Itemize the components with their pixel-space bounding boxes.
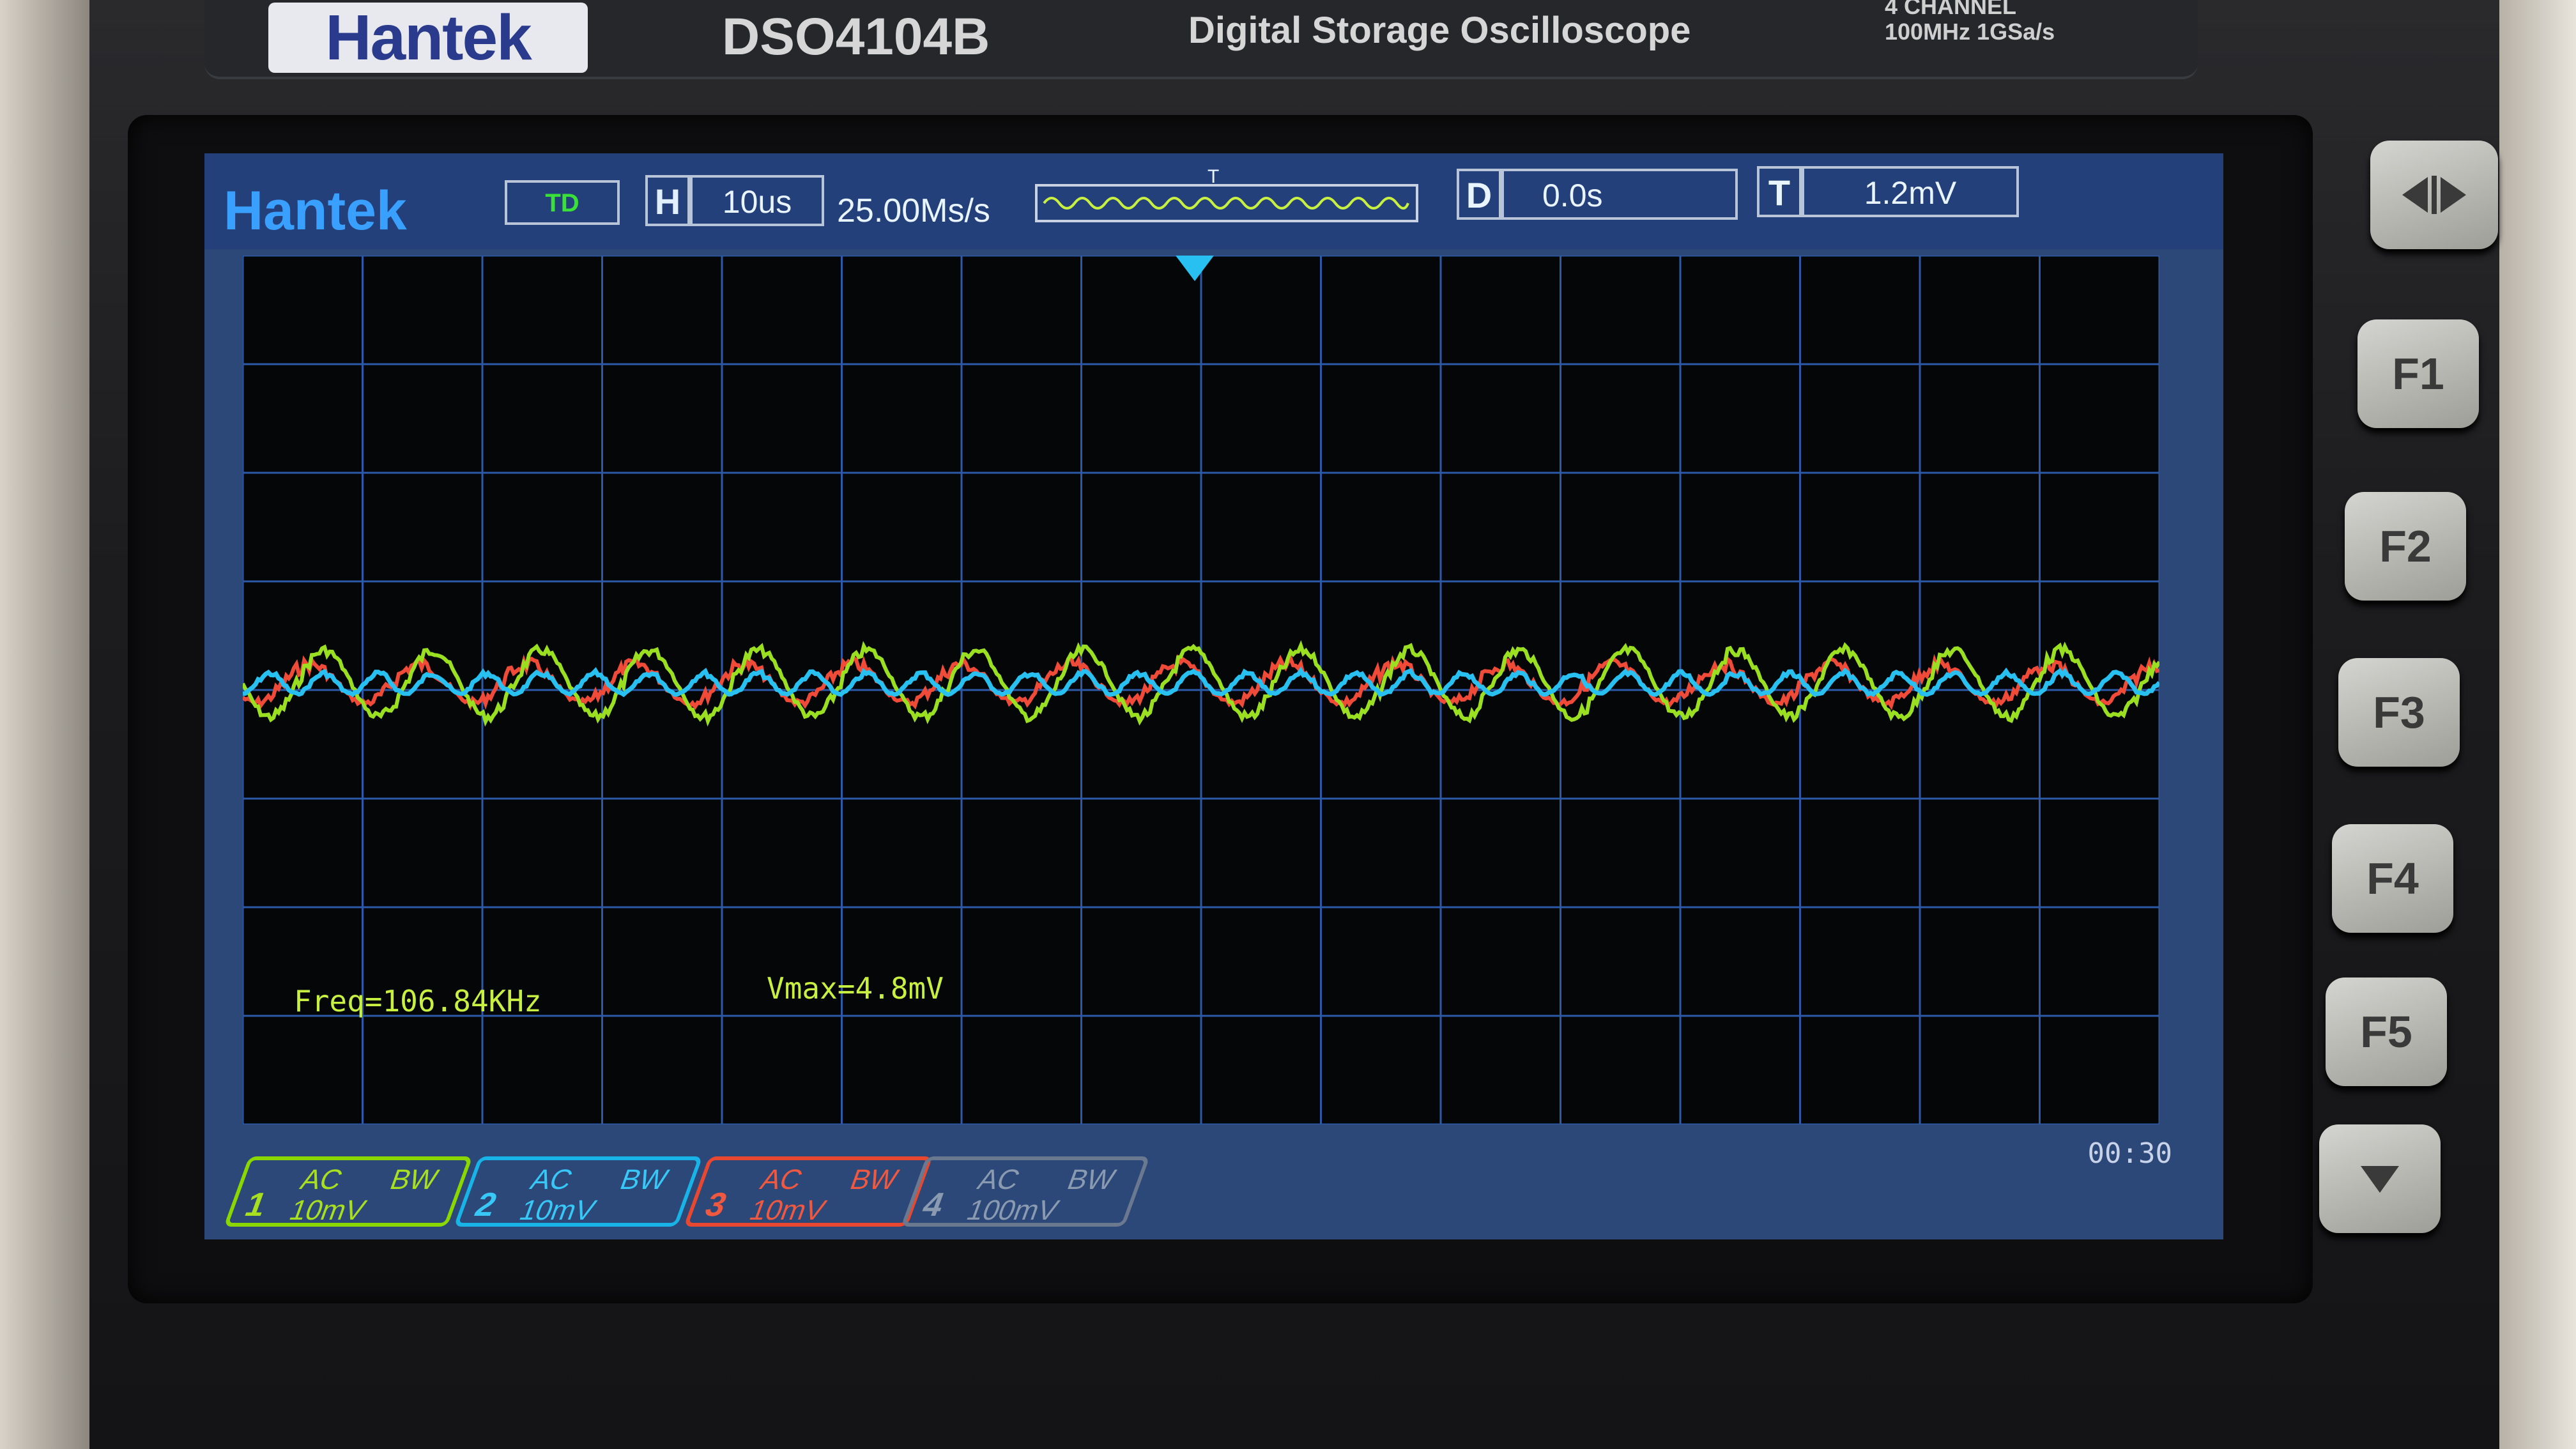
channel-number: 2 <box>470 1186 502 1223</box>
vmax-readout: Vmax=4.8mV <box>767 971 944 1006</box>
channel-bw-limit: BW <box>385 1164 443 1195</box>
spec-bandwidth: 100MHz 1GSa/s <box>1885 19 2055 45</box>
function-key-column: F1 F2 F3 F4 F5 <box>2274 128 2517 1278</box>
channel-1-trace <box>241 640 2161 727</box>
trigger-level-value: 1.2mV <box>1802 166 2019 217</box>
status-bar <box>204 153 2223 249</box>
desk-background-right <box>2499 0 2576 1449</box>
memory-waveform-overview <box>1035 184 1418 222</box>
channel-coupling: AC <box>296 1164 347 1195</box>
waveform-display <box>241 254 2161 1126</box>
graticule <box>241 254 2161 1126</box>
model-label: DSO4104B <box>722 8 990 66</box>
left-right-arrow-icon <box>2402 176 2466 214</box>
overview-wave-icon <box>1043 197 1409 210</box>
channel-2-badge[interactable]: 2 AC BW 10mV <box>453 1156 703 1227</box>
channel-scale: 10mV <box>285 1195 371 1226</box>
down-arrow-button[interactable] <box>2319 1124 2441 1233</box>
f3-button[interactable]: F3 <box>2338 658 2460 767</box>
timebase-value: 10us <box>690 175 824 226</box>
channel-bw-limit: BW <box>1062 1164 1120 1195</box>
channel-bw-limit: BW <box>615 1164 673 1195</box>
delay-key: D <box>1457 169 1501 220</box>
screen-logo: Hantek <box>224 180 407 241</box>
mode-indicator: TD <box>505 180 620 225</box>
channel-scale: 10mV <box>515 1195 601 1226</box>
run-timer: 00:30 <box>2087 1137 2172 1170</box>
sample-rate: 25.00Ms/s <box>837 192 990 229</box>
horizontal-key: H <box>645 175 690 226</box>
device-name: Digital Storage Oscilloscope <box>1188 10 1691 51</box>
channel-scale: 10mV <box>745 1195 831 1226</box>
frequency-readout: Freq=106.84KHz <box>294 984 542 1018</box>
oscilloscope-screen: Hantek TD H 10us 25.00Ms/s T D 0.0s T 1.… <box>204 153 2223 1239</box>
channel-coupling: AC <box>526 1164 577 1195</box>
trigger-key: T <box>1757 166 1802 217</box>
f4-button[interactable]: F4 <box>2332 824 2453 933</box>
channel-1-badge[interactable]: 1 AC BW 10mV <box>223 1156 473 1227</box>
channel-number: 4 <box>917 1186 949 1223</box>
channel-bw-limit: BW <box>845 1164 903 1195</box>
channel-coupling: AC <box>756 1164 807 1195</box>
f2-button[interactable]: F2 <box>2345 492 2466 601</box>
spec-channels: 4 CHANNEL <box>1885 0 2017 19</box>
f5-button[interactable]: F5 <box>2326 977 2447 1086</box>
channel-number: 1 <box>240 1186 272 1223</box>
channel-number: 3 <box>700 1186 732 1223</box>
trigger-position-mark: T <box>1208 166 1220 187</box>
channel-scale: 100mV <box>962 1195 1063 1226</box>
trigger-position-marker <box>1176 256 1214 281</box>
left-right-arrow-button[interactable] <box>2370 141 2498 249</box>
desk-background-left <box>0 0 89 1449</box>
f1-button[interactable]: F1 <box>2358 319 2479 428</box>
delay-value: 0.0s <box>1501 169 1738 220</box>
channel-3-badge[interactable]: 3 AC BW 10mV <box>683 1156 933 1227</box>
channel-2-trace <box>242 666 2161 698</box>
brand-logo: Hantek <box>268 3 588 73</box>
channel-4-badge[interactable]: 4 AC BW 100mV <box>900 1156 1151 1227</box>
channel-coupling: AC <box>973 1164 1024 1195</box>
down-arrow-icon <box>2361 1166 2399 1193</box>
